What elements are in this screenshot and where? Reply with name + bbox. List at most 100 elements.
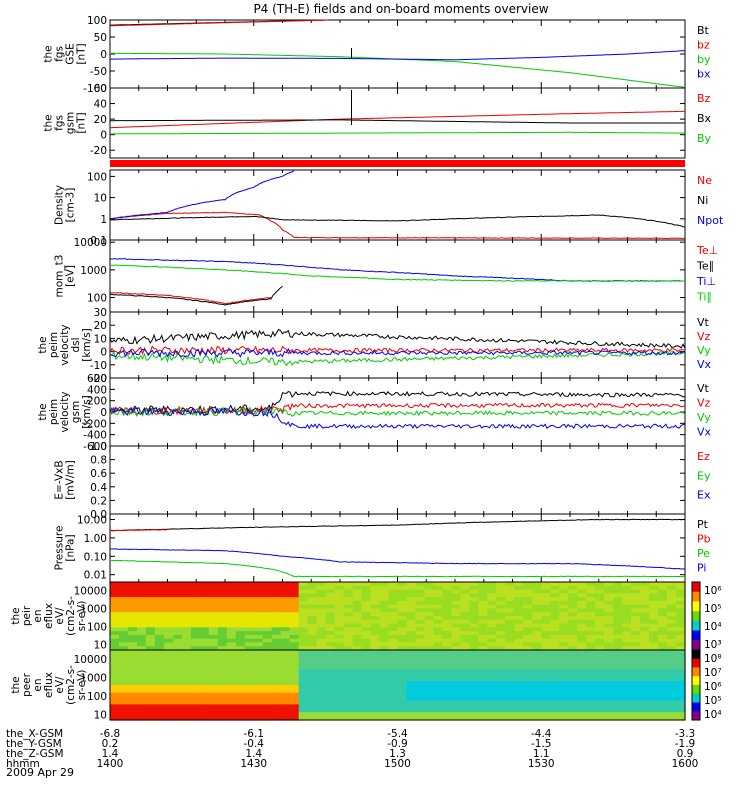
heatmap-cell bbox=[397, 669, 408, 674]
heatmap-cell bbox=[163, 616, 174, 621]
heatmap-cell bbox=[577, 696, 587, 702]
legend-By: By bbox=[697, 132, 712, 145]
y-axis-label-line: eflux bbox=[43, 603, 55, 629]
heatmap-cell bbox=[163, 673, 174, 678]
y-tick-label: 0.2 bbox=[90, 495, 107, 507]
heatmap-cell bbox=[334, 685, 345, 690]
heatmap-cell bbox=[343, 692, 354, 698]
heatmap-cell bbox=[613, 597, 623, 602]
heatmap-cell bbox=[460, 631, 470, 636]
heatmap-cell bbox=[361, 696, 372, 702]
heatmap-cell bbox=[163, 708, 174, 713]
heatmap-cell bbox=[676, 589, 686, 594]
y-axis-label: thepeimvelocitydsl[km/s] bbox=[37, 324, 93, 365]
heatmap-cell bbox=[613, 638, 623, 644]
heatmap-cell bbox=[640, 638, 650, 644]
heatmap-cell bbox=[145, 582, 156, 587]
heatmap-cell bbox=[137, 700, 147, 706]
heatmap-cell bbox=[595, 646, 605, 651]
y-tick-label: 1000 bbox=[80, 265, 107, 277]
heatmap-cell bbox=[487, 653, 497, 659]
heatmap-cell bbox=[128, 661, 138, 667]
heatmap-cell bbox=[550, 585, 560, 591]
heatmap-cell bbox=[289, 627, 300, 632]
heatmap-cell bbox=[361, 650, 372, 655]
heatmap-cell bbox=[595, 604, 605, 610]
heatmap-cell bbox=[172, 638, 183, 644]
heatmap-cell bbox=[235, 661, 246, 667]
heatmap-cell bbox=[379, 638, 390, 644]
heatmap-cell bbox=[397, 692, 408, 698]
heatmap-cell bbox=[298, 657, 309, 663]
y-axis-label-line: gsm bbox=[70, 401, 82, 423]
heatmap-cell bbox=[145, 589, 156, 594]
heatmap-cell bbox=[119, 627, 129, 632]
heatmap-cell bbox=[523, 631, 533, 636]
heatmap-cell bbox=[676, 673, 686, 678]
heatmap-cell bbox=[532, 650, 542, 655]
legend-Bt: Bt bbox=[697, 24, 710, 37]
heatmap-cell bbox=[334, 616, 345, 621]
heatmap-cell bbox=[676, 716, 686, 721]
heatmap-cell bbox=[640, 612, 650, 617]
heatmap-cell bbox=[325, 696, 336, 702]
heatmap-cell bbox=[523, 716, 533, 721]
heatmap-cell bbox=[172, 582, 183, 587]
heatmap-cell bbox=[595, 619, 605, 625]
heatmap-cell bbox=[325, 685, 336, 690]
heatmap-cell bbox=[154, 585, 165, 591]
heatmap-cell bbox=[649, 589, 659, 594]
heatmap-cell bbox=[640, 688, 650, 694]
heatmap-cell bbox=[640, 657, 650, 663]
heatmap-cell bbox=[667, 704, 677, 709]
y-axis-label: mom_t3[eV] bbox=[54, 255, 77, 298]
heatmap-cell bbox=[640, 582, 650, 587]
heatmap-cell bbox=[316, 677, 327, 682]
heatmap-cell bbox=[415, 634, 426, 640]
heatmap-cell bbox=[406, 685, 417, 690]
heatmap-cell bbox=[226, 681, 237, 686]
heatmap-cell bbox=[586, 661, 596, 667]
heatmap-cell bbox=[128, 616, 138, 621]
heatmap-cell bbox=[298, 712, 309, 717]
heatmap-cell bbox=[181, 619, 192, 625]
heatmap-cell bbox=[586, 688, 596, 694]
heatmap-cell bbox=[658, 597, 668, 602]
heatmap-cell bbox=[128, 650, 138, 655]
heatmap-cell bbox=[541, 688, 551, 694]
heatmap-cell bbox=[532, 665, 542, 671]
heatmap-cell bbox=[244, 604, 255, 610]
heatmap-cell bbox=[568, 582, 578, 587]
heatmap-cell bbox=[424, 627, 435, 632]
y-axis-label-line: peer bbox=[21, 672, 33, 697]
y-axis-label-line: fgs bbox=[54, 115, 66, 131]
heatmap-cell bbox=[442, 593, 452, 598]
time-axis-value: -0.4 bbox=[244, 738, 265, 750]
heatmap-cell bbox=[271, 716, 282, 721]
heatmap-cell bbox=[226, 642, 237, 647]
heatmap-cell bbox=[298, 685, 309, 690]
heatmap-cell bbox=[469, 681, 479, 686]
heatmap-cell bbox=[649, 661, 659, 667]
y-tick-label: 20 bbox=[94, 114, 107, 126]
heatmap-cell bbox=[181, 612, 192, 617]
heatmap-cell bbox=[163, 627, 174, 632]
heatmap-cell bbox=[190, 673, 201, 678]
heatmap-cell bbox=[361, 627, 372, 632]
heatmap-cell bbox=[316, 642, 327, 647]
heatmap-cell bbox=[298, 677, 309, 682]
heatmap-cell bbox=[577, 593, 587, 598]
series-Ne-line bbox=[109, 211, 686, 240]
heatmap-cell bbox=[505, 673, 515, 678]
heatmap-cell bbox=[334, 650, 345, 655]
heatmap-cell bbox=[262, 612, 273, 617]
y-axis-label-line: [mV/m] bbox=[65, 460, 77, 499]
heatmap-cell bbox=[253, 708, 264, 713]
heatmap-cell bbox=[469, 696, 479, 702]
heatmap-cell bbox=[334, 712, 345, 717]
heatmap-cell bbox=[523, 681, 533, 686]
heatmap-cell bbox=[217, 638, 228, 644]
heatmap-cell bbox=[406, 597, 417, 602]
